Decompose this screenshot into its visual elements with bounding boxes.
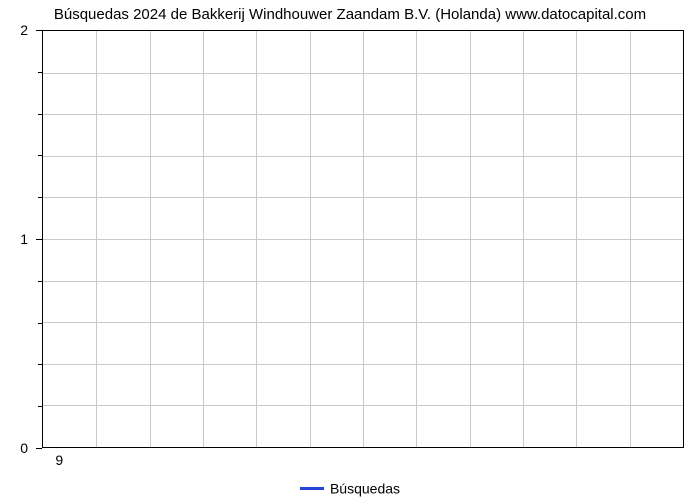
y-minor-tick: [38, 197, 42, 198]
h-gridline: [43, 364, 683, 365]
h-gridline: [43, 239, 683, 240]
y-axis-label: 0: [0, 440, 28, 456]
y-axis-label: 2: [0, 22, 28, 38]
y-minor-tick: [38, 281, 42, 282]
y-minor-tick: [38, 72, 42, 73]
x-axis-label: 9: [55, 452, 63, 468]
h-gridline: [43, 322, 683, 323]
legend-swatch: [300, 487, 324, 490]
y-minor-tick: [38, 114, 42, 115]
y-minor-tick: [38, 323, 42, 324]
h-gridline: [43, 114, 683, 115]
h-gridline: [43, 156, 683, 157]
h-gridline: [43, 73, 683, 74]
chart-title: Búsquedas 2024 de Bakkerij Windhouwer Za…: [0, 6, 700, 23]
y-minor-tick: [38, 406, 42, 407]
y-minor-tick: [38, 364, 42, 365]
y-major-tick: [36, 30, 42, 31]
y-minor-tick: [38, 155, 42, 156]
y-axis-label: 1: [0, 231, 28, 247]
y-major-tick: [36, 239, 42, 240]
h-gridline: [43, 405, 683, 406]
y-major-tick: [36, 448, 42, 449]
h-gridline: [43, 197, 683, 198]
legend: Búsquedas: [0, 479, 700, 496]
h-gridline: [43, 281, 683, 282]
plot-area: [42, 30, 684, 448]
chart-container: { "chart": { "type": "line", "title": "B…: [0, 0, 700, 500]
legend-label: Búsquedas: [330, 480, 400, 496]
